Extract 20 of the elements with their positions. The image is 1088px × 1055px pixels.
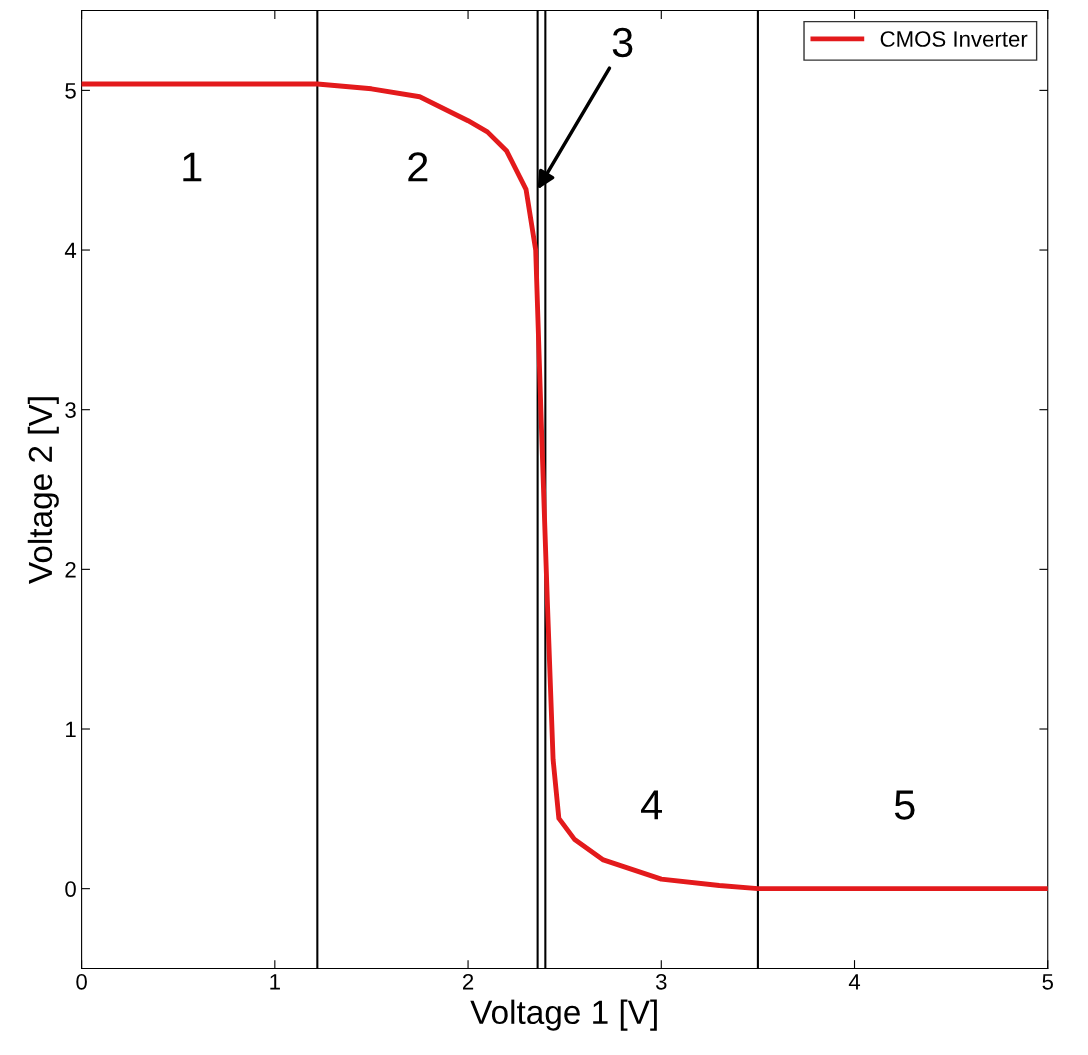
y-axis-title: Voltage 2 [V] (27, 397, 59, 584)
x-tick-label: 2 (463, 973, 474, 990)
line-series (81, 81, 1048, 892)
x-axis-title: Voltage 1 [V] (470, 999, 657, 1031)
y-tick-label: 1 (66, 721, 76, 738)
annotation: 4 (641, 790, 662, 820)
annotation: 2 (408, 152, 428, 182)
annotation: 1 (183, 152, 202, 182)
x-tick-label: 4 (848, 974, 861, 990)
y-tick-label: 3 (65, 402, 76, 418)
legend-label: CMOS Inverter (880, 31, 1028, 47)
y-tick-label: 4 (64, 242, 77, 259)
y-tick-label: 0 (65, 881, 76, 897)
annotation: 3 (612, 27, 633, 58)
y-tick-label: 2 (65, 561, 76, 578)
x-tick-label: 5 (1042, 974, 1053, 990)
annotation: 5 (894, 790, 915, 820)
y-tick-label: 5 (65, 83, 76, 99)
x-tick-label: 3 (655, 973, 667, 990)
x-tick-label: 1 (270, 974, 280, 990)
